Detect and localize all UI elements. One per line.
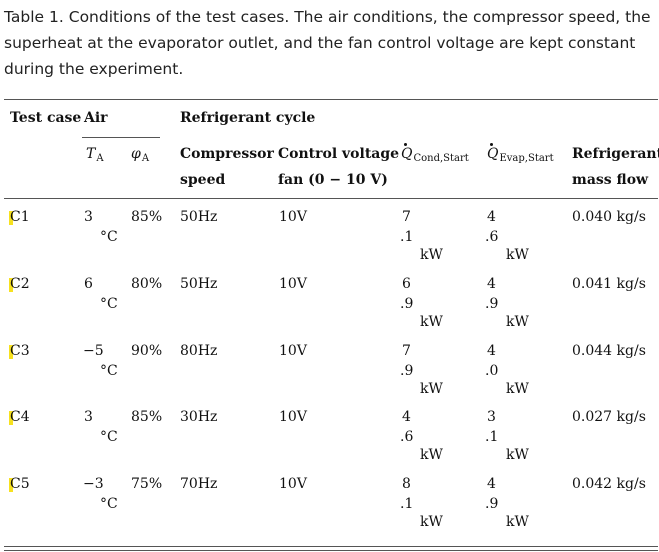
header-air: Air: [84, 110, 108, 126]
qcond-frac: .1: [400, 496, 414, 512]
case-highlight: [9, 278, 13, 292]
test-case-cell: C4: [10, 409, 30, 425]
compressor-speed: 30Hz: [180, 409, 218, 425]
test-case-cell: C1: [10, 209, 30, 225]
compressor-speed: 80Hz: [180, 343, 218, 359]
case-highlight: [9, 345, 13, 359]
mass-flow: 0.042 kg/s: [572, 476, 646, 492]
ta-value: −5: [83, 343, 104, 359]
ta-value: 3: [84, 209, 93, 225]
phi-value: 85%: [131, 409, 163, 425]
ta-value: 3: [84, 409, 93, 425]
compressor-speed: 50Hz: [180, 276, 218, 292]
air-group-rule: [82, 137, 160, 138]
qevap-int: 3: [487, 409, 496, 425]
test-case-cell: C2: [10, 276, 30, 292]
qevap-frac: .1: [485, 429, 499, 445]
header-refrigerant-cycle: Refrigerant cycle: [180, 110, 316, 126]
case-highlight: [9, 478, 13, 492]
header-mass-line1: Refrigerant: [572, 146, 659, 162]
qcond-int: 4: [402, 409, 411, 425]
header-ta: TA: [86, 146, 104, 164]
ta-value: −3: [83, 476, 104, 492]
ta-unit: °C: [100, 296, 118, 312]
qevap-unit: kW: [506, 447, 529, 463]
ta-value: 6: [84, 276, 93, 292]
qevap-frac: .6: [485, 229, 499, 245]
qcond-unit: kW: [420, 314, 443, 330]
qevap-int: 4: [487, 343, 496, 359]
qcond-int: 6: [402, 276, 411, 292]
phi-value: 75%: [131, 476, 163, 492]
header-qevap: QEvap,Start: [487, 143, 554, 164]
qevap-frac: .0: [485, 363, 499, 379]
bottom-rule-2: [4, 550, 658, 551]
header-compressor-line2: speed: [180, 172, 226, 188]
phi-value: 80%: [131, 276, 163, 292]
qevap-int: 4: [487, 209, 496, 225]
mass-flow: 0.041 kg/s: [572, 276, 646, 292]
header-control-line2: fan (0 − 10 V): [278, 172, 388, 188]
mass-flow: 0.044 kg/s: [572, 343, 646, 359]
header-bottom-rule: [4, 198, 658, 199]
ta-unit: °C: [100, 229, 118, 245]
header-mass-line2: mass flow: [572, 172, 649, 188]
control-voltage: 10V: [279, 209, 307, 225]
header-phi: φA: [131, 146, 149, 164]
mass-flow: 0.027 kg/s: [572, 409, 646, 425]
qevap-unit: kW: [506, 247, 529, 263]
test-case-cell: C5: [10, 476, 30, 492]
ta-subscript: A: [96, 153, 104, 164]
case-highlight: [9, 211, 13, 225]
qevap-unit: kW: [506, 514, 529, 530]
qevap-int: 4: [487, 476, 496, 492]
table-caption: Table 1. Conditions of the test cases. T…: [4, 4, 652, 82]
qcond-unit: kW: [420, 514, 443, 530]
phi-subscript: A: [141, 153, 150, 164]
qcond-unit: kW: [420, 247, 443, 263]
qevap-frac: .9: [485, 296, 499, 312]
header-test-case: Test case: [10, 110, 82, 126]
qcond-symbol: Q: [401, 143, 413, 162]
top-rule: [4, 99, 658, 100]
mass-flow: 0.040 kg/s: [572, 209, 646, 225]
control-voltage: 10V: [279, 276, 307, 292]
caption-label: Table 1.: [4, 8, 64, 26]
qcond-unit: kW: [420, 447, 443, 463]
control-voltage: 10V: [279, 476, 307, 492]
ta-unit: °C: [100, 429, 118, 445]
qcond-frac: .9: [400, 363, 414, 379]
qcond-int: 7: [402, 343, 411, 359]
compressor-speed: 70Hz: [180, 476, 218, 492]
qevap-unit: kW: [506, 381, 529, 397]
case-highlight: [9, 411, 13, 425]
qcond-frac: .1: [400, 229, 414, 245]
header-control-line1: Control voltage: [278, 146, 400, 162]
ta-unit: °C: [100, 496, 118, 512]
qcond-int: 7: [402, 209, 411, 225]
test-case-cell: C3: [10, 343, 30, 359]
ta-unit: °C: [100, 363, 118, 379]
ta-symbol: T: [86, 146, 96, 162]
caption-text: Conditions of the test cases. The air co…: [4, 8, 651, 78]
qevap-symbol: Q: [487, 143, 499, 162]
phi-value: 85%: [131, 209, 163, 225]
qcond-subscript: Cond,Start: [413, 153, 469, 164]
qevap-frac: .9: [485, 496, 499, 512]
bottom-rule-1: [4, 546, 658, 547]
qcond-frac: .6: [400, 429, 414, 445]
qcond-unit: kW: [420, 381, 443, 397]
header-qcond: QCond,Start: [401, 143, 469, 164]
compressor-speed: 50Hz: [180, 209, 218, 225]
qcond-frac: .9: [400, 296, 414, 312]
qevap-int: 4: [487, 276, 496, 292]
control-voltage: 10V: [279, 409, 307, 425]
phi-value: 90%: [131, 343, 163, 359]
qevap-subscript: Evap,Start: [499, 153, 554, 164]
header-compressor-line1: Compressor: [180, 146, 274, 162]
qevap-unit: kW: [506, 314, 529, 330]
qcond-int: 8: [402, 476, 411, 492]
control-voltage: 10V: [279, 343, 307, 359]
phi-symbol: φ: [131, 146, 141, 162]
